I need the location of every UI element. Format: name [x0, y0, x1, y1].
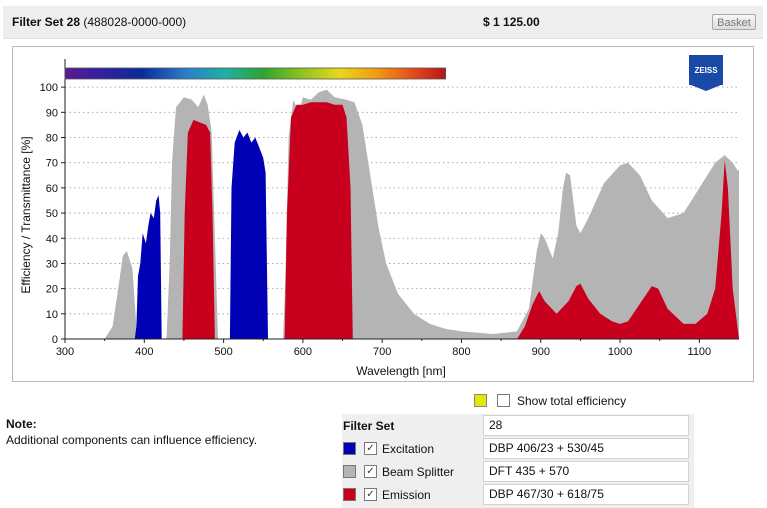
filter-legend-panel: Filter Set 28 ✓ Excitation DBP 406/23 + …: [342, 414, 694, 508]
x-tick-label: 600: [294, 346, 312, 358]
excitation-value-field[interactable]: DBP 406/23 + 530/45: [483, 438, 689, 459]
y-tick-label: 20: [46, 284, 58, 296]
y-tick-label: 60: [46, 183, 58, 195]
excitation-swatch: [343, 442, 356, 455]
beam-splitter-value-field[interactable]: DFT 435 + 570: [483, 461, 689, 482]
part-number: (488028-0000-000): [83, 15, 187, 29]
emission-row: ✓ Emission DBP 467/30 + 618/75: [342, 483, 694, 506]
emission-checkbox[interactable]: ✓: [364, 488, 377, 501]
y-axis-label: Efficiency / Transmittance [%]: [19, 136, 33, 293]
x-tick-label: 300: [56, 346, 74, 358]
beam-splitter-checkbox[interactable]: ✓: [364, 465, 377, 478]
y-tick-label: 100: [40, 82, 58, 94]
y-tick-label: 90: [46, 107, 58, 119]
emission-swatch: [343, 488, 356, 501]
x-tick-label: 1000: [608, 346, 632, 358]
x-tick-label: 500: [214, 346, 232, 358]
zeiss-logo: ZEISS: [689, 55, 723, 91]
y-tick-label: 30: [46, 258, 58, 270]
note-text: Additional components can influence effi…: [6, 433, 258, 447]
y-tick-label: 80: [46, 133, 58, 145]
series-beam-splitter: [104, 89, 740, 339]
y-tick-label: 70: [46, 158, 58, 170]
series-excitation: [134, 130, 268, 339]
filter-set-value-field[interactable]: 28: [483, 415, 689, 436]
y-tick-label: 10: [46, 309, 58, 321]
filter-set-label: Filter Set: [343, 419, 395, 433]
x-tick-label: 400: [135, 346, 153, 358]
emission-label: Emission: [382, 488, 431, 502]
x-tick-label: 900: [532, 346, 550, 358]
price: $ 1 125.00: [483, 15, 540, 29]
svg-text:ZEISS: ZEISS: [694, 66, 718, 75]
show-total-efficiency-label: Show total efficiency: [517, 394, 627, 408]
show-total-efficiency-checkbox[interactable]: [497, 394, 510, 407]
y-tick-label: 0: [52, 334, 58, 346]
header-bar: Filter Set 28 (488028-0000-000) $ 1 125.…: [3, 6, 763, 39]
x-tick-label: 1100: [688, 346, 712, 358]
x-axis-label: Wavelength [nm]: [356, 364, 446, 378]
spectra-chart: 300 400 500 600 700 800 900 1000 1100 0 10 20 30 40 50…: [12, 46, 754, 382]
axes: 300 400 500 600 700 800 900 1000 1100 0 10 20 30 40 50…: [40, 59, 739, 358]
y-tick-label: 40: [46, 233, 58, 245]
x-tick-label: 800: [452, 346, 470, 358]
excitation-label: Excitation: [382, 442, 435, 456]
y-tick-label: 50: [46, 208, 58, 220]
filter-set-title: Filter Set 28 (488028-0000-000): [12, 15, 186, 29]
spectrum-color-bar: [64, 67, 447, 80]
series-emission: [182, 102, 739, 339]
note-title: Note:: [6, 417, 37, 431]
beam-splitter-row: ✓ Beam Splitter DFT 435 + 570: [342, 460, 694, 483]
filter-set-name: Filter Set 28: [12, 15, 81, 29]
x-tick-label: 700: [373, 346, 391, 358]
total-efficiency-swatch: [474, 394, 487, 407]
series-areas: [104, 89, 740, 339]
excitation-checkbox[interactable]: ✓: [364, 442, 377, 455]
chart-svg: 300 400 500 600 700 800 900 1000 1100 0 10 20 30 40 50…: [19, 55, 740, 378]
beam-splitter-swatch: [343, 465, 356, 478]
emission-value-field[interactable]: DBP 467/30 + 618/75: [483, 484, 689, 505]
excitation-row: ✓ Excitation DBP 406/23 + 530/45: [342, 437, 694, 460]
beam-splitter-label: Beam Splitter: [382, 465, 455, 479]
filter-set-row: Filter Set 28: [342, 414, 694, 437]
basket-button[interactable]: Basket: [712, 14, 756, 30]
